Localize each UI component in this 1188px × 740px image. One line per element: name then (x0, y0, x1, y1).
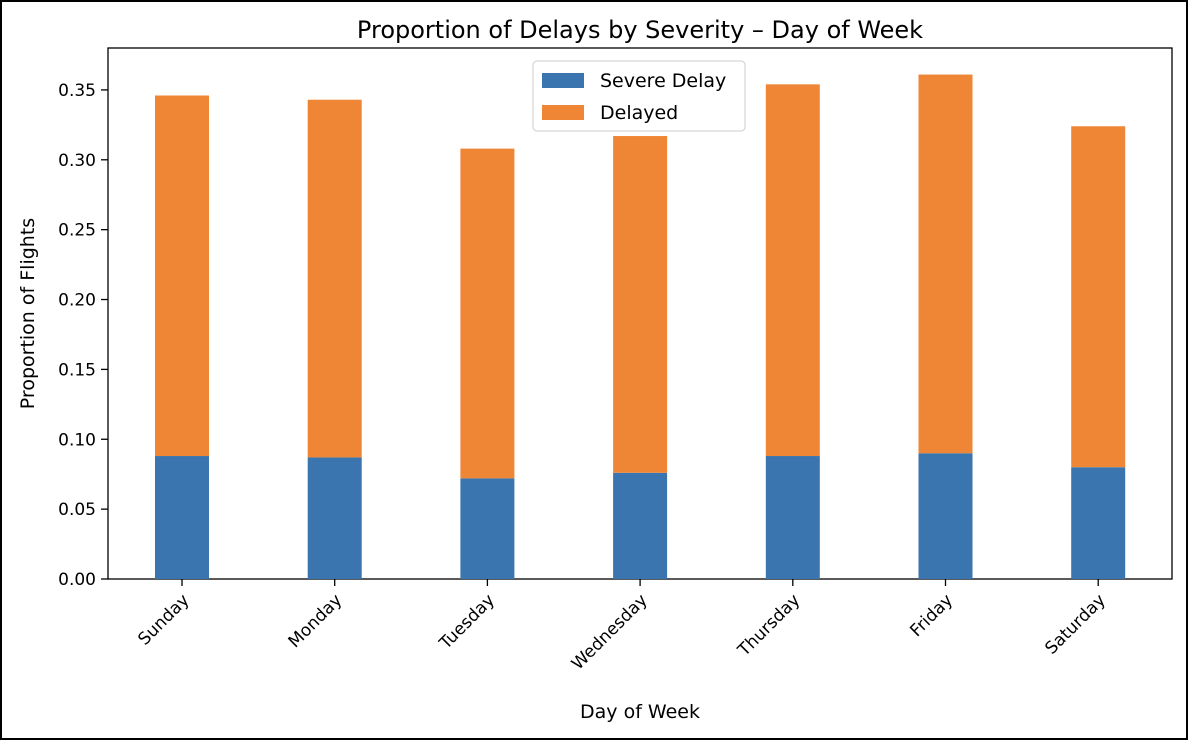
x-axis: Sunday Monday Tuesday Wednesday Thursday Frid… (134, 579, 1110, 674)
y-tick-label: 0.05 (58, 500, 96, 520)
bar-severe-delay-wednesday (613, 472, 668, 579)
bar-severe-delay-tuesday (460, 478, 515, 579)
bar-delayed-monday (307, 99, 362, 458)
legend-swatch (542, 73, 584, 88)
bar-severe-delay-thursday (765, 456, 820, 579)
x-tick-label: Friday (906, 590, 957, 641)
x-tick-label: Tuesday (435, 590, 499, 654)
bar-severe-delay-monday (307, 457, 362, 579)
bar-delayed-saturday (1071, 126, 1126, 468)
bar-delayed-wednesday (613, 136, 668, 473)
legend-label: Delayed (600, 102, 678, 124)
bar-delayed-thursday (765, 84, 820, 457)
y-tick-label: 0.35 (58, 81, 96, 101)
x-tick-label: Sunday (134, 590, 193, 649)
bar-severe-delay-friday (918, 453, 973, 579)
bars-group (155, 74, 1126, 579)
bar-severe-delay-sunday (155, 456, 209, 579)
x-axis-label: Day of Week (580, 701, 700, 723)
x-tick-label: Monday (285, 590, 347, 652)
y-tick-label: 0.25 (58, 221, 96, 241)
legend-swatch (542, 105, 584, 120)
y-tick-label: 0.00 (58, 570, 96, 590)
bar-delayed-friday (918, 74, 973, 454)
legend-label: Severe Delay (600, 70, 726, 92)
chart-title: Proportion of Delays by Severity – Day o… (357, 16, 923, 44)
legend: Severe Delay Delayed (532, 60, 746, 132)
y-tick-label: 0.15 (58, 360, 96, 380)
y-tick-label: 0.20 (58, 291, 96, 311)
y-axis-label: Proportion of Flights (17, 218, 39, 409)
x-tick-label: Thursday (734, 590, 805, 661)
x-tick-label: Wednesday (568, 590, 652, 674)
x-tick-label: Saturday (1041, 590, 1109, 658)
y-tick-label: 0.10 (58, 430, 96, 450)
bar-delayed-tuesday (460, 148, 515, 479)
y-tick-label: 0.30 (58, 151, 96, 171)
bar-delayed-sunday (155, 95, 209, 457)
bar-severe-delay-saturday (1071, 467, 1126, 579)
legend-box (532, 60, 746, 132)
y-axis: 0.00 0.05 0.10 0.15 0.20 0.25 0.30 0.35 (58, 81, 108, 590)
